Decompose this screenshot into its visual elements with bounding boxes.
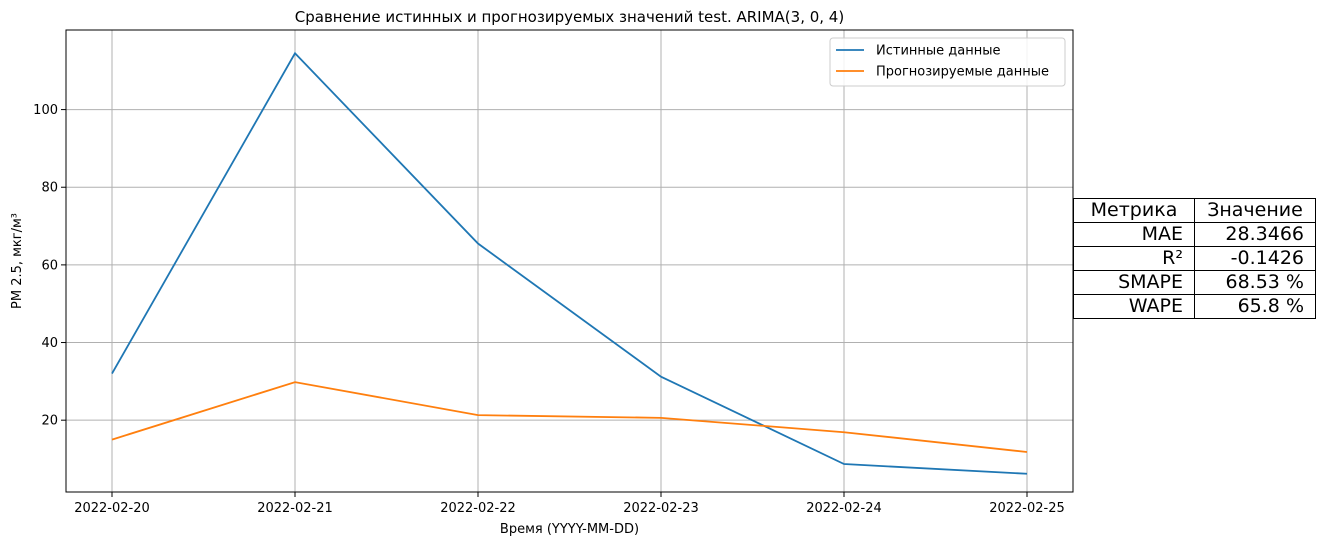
metrics-row: R² -0.1426 (1073, 246, 1316, 271)
series-lines (111, 51, 1028, 475)
metric-name: SMAPE (1073, 270, 1195, 295)
metric-value: 28.3466 (1194, 222, 1316, 247)
legend-label: Прогнозируемые данные (876, 65, 1049, 80)
metrics-row: MAE 28.3466 (1073, 222, 1316, 247)
metric-value: -0.1426 (1194, 246, 1316, 271)
metric-name: WAPE (1073, 294, 1195, 319)
metrics-row: WAPE 65.8 % (1073, 294, 1316, 319)
metrics-row: SMAPE 68.53 % (1073, 270, 1316, 295)
x-tick-label: 2022-02-24 (806, 501, 882, 516)
x-tick-label: 2022-02-22 (440, 501, 516, 516)
metrics-table: Метрика Значение MAE 28.3466 R² -0.1426 … (1073, 198, 1316, 319)
y-tick-label: 60 (41, 258, 58, 273)
y-axis-title: PM 2.5, мкг/м³ (10, 213, 25, 309)
metrics-header-metric: Метрика (1073, 198, 1195, 223)
metrics-header-row: Метрика Значение (1073, 198, 1316, 223)
metric-value: 65.8 % (1194, 294, 1316, 319)
x-tick-label: 2022-02-25 (989, 501, 1065, 516)
y-tick-label: 40 (41, 336, 58, 351)
legend-label: Истинные данные (876, 44, 1001, 59)
series-line-1 (111, 51, 1028, 475)
chart-title: Сравнение истинных и прогнозируемых знач… (295, 8, 844, 26)
plot-frame (65, 29, 1074, 493)
x-tick-label: 2022-02-20 (74, 501, 150, 516)
series-line-2 (111, 381, 1028, 453)
metric-name: R² (1073, 246, 1195, 271)
grid (66, 30, 1073, 492)
axis-ticks: 2022-02-20 2022-02-21 2022-02-22 2022-02-23… (33, 103, 1065, 516)
y-tick-label: 100 (33, 103, 58, 118)
y-tick-label: 20 (41, 414, 58, 429)
legend: Истинные данные Прогнозируемые данные (829, 37, 1066, 87)
x-axis-title: Время (YYYY-MM-DD) (500, 522, 639, 537)
metric-name: MAE (1073, 222, 1195, 247)
legend-box (829, 37, 1066, 87)
metric-value: 68.53 % (1194, 270, 1316, 295)
x-tick-label: 2022-02-23 (623, 501, 699, 516)
y-tick-label: 80 (41, 181, 58, 196)
x-tick-label: 2022-02-21 (257, 501, 333, 516)
metrics-header-value: Значение (1194, 198, 1316, 223)
